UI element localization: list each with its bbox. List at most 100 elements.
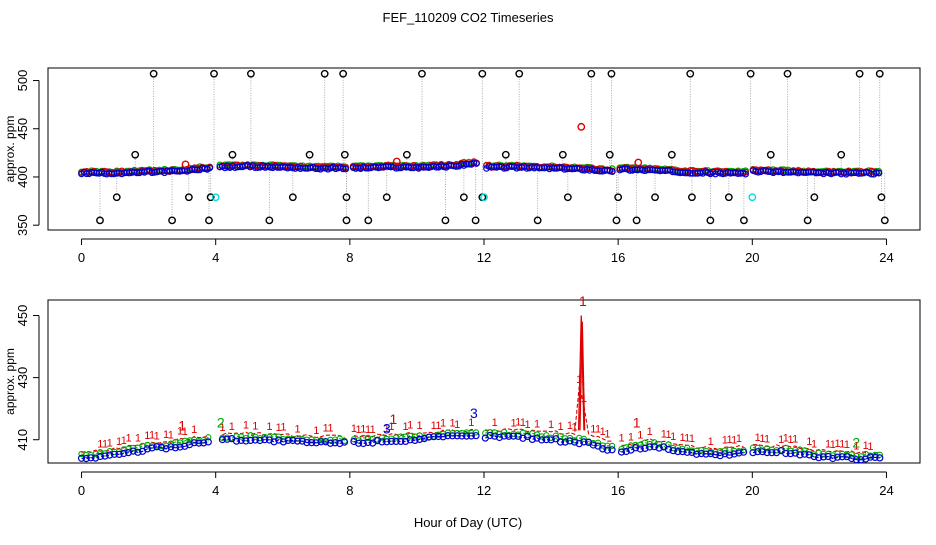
series-3-marker [725, 451, 734, 459]
top-x-tick-label: 8 [346, 250, 353, 265]
top-y-axis: 350 400 450 500 [15, 70, 40, 236]
series-3-marker [829, 454, 837, 463]
bottom-x-tick-label: 12 [477, 483, 491, 498]
series-1-glyph: 1 [431, 420, 437, 432]
series-1-glyph: 1 [684, 433, 690, 445]
top-outlier-point [533, 216, 542, 225]
top-outlier-point [205, 216, 213, 225]
top-outlier-point [112, 193, 121, 202]
top-outlier-point [837, 150, 846, 159]
series-3-marker [434, 432, 442, 441]
top-outliers [96, 69, 889, 225]
series-3-marker [270, 438, 278, 446]
series-1-glyph: 1 [853, 441, 859, 453]
bottom-plot-frame [47, 299, 921, 464]
top-outlier-point [342, 216, 351, 225]
bottom-x-axis: 0 4 8 12 16 20 24 [78, 471, 894, 498]
top-outlier-point [228, 150, 237, 159]
series-3-marker [862, 455, 870, 463]
series-1-glyph: 1 [191, 424, 197, 436]
series-1-glyph: 1 [834, 438, 840, 450]
top-outlier-point [339, 69, 348, 78]
series-3-marker [204, 438, 212, 446]
series-1-glyph: 1 [97, 438, 103, 450]
top-x-tick-label: 4 [212, 250, 219, 265]
series-2-line [752, 447, 880, 457]
bottom-x-tick-label: 0 [78, 483, 85, 498]
series-1-glyph: 1 [863, 440, 869, 452]
series-3-marker [326, 439, 334, 447]
chart-title: FEF_110209 CO2 Timeseries [383, 10, 554, 25]
series-3-marker [298, 437, 306, 445]
series-1-glyph: 1 [600, 426, 606, 438]
series-3-marker [486, 431, 494, 440]
bottom-y-tick-label: 410 [15, 429, 30, 451]
series-1-glyph: 1 [266, 421, 272, 433]
series-3-marker [167, 443, 175, 451]
series-1-glyph: 1 [449, 417, 455, 429]
bottom-x-tick-label: 16 [611, 483, 625, 498]
top-outlier-point [810, 193, 819, 202]
series-3-marker [599, 445, 607, 453]
top-outlier-point [320, 69, 329, 78]
series-3-marker [711, 451, 720, 459]
top-x-tick-label: 0 [78, 250, 85, 265]
top-outlier-point [265, 216, 274, 225]
series-1-peak-line [577, 315, 585, 431]
top-outlier-point [783, 69, 792, 78]
series-1-glyph: 1 [515, 416, 521, 428]
series-3-marker [707, 450, 715, 458]
top-outlier-point [210, 69, 218, 78]
top-outlier-point [740, 216, 748, 225]
series-1-glyph: 1 [548, 419, 554, 431]
top-outlier-point [563, 193, 572, 202]
series-1-glyph: 1 [252, 421, 258, 433]
top-outlier-point [558, 150, 567, 159]
series-3-marker [308, 439, 316, 447]
top-outlier-point [877, 193, 886, 202]
bottom-y-axis: 410 430 450 [15, 305, 40, 451]
series-1-glyph: 1 [618, 433, 624, 445]
series-1-glyph: 1 [219, 422, 225, 434]
series-1-glyph: 1 [736, 433, 742, 445]
series-3-marker [190, 439, 198, 447]
series-3-marker [631, 444, 640, 452]
series-1-glyph: 1 [867, 441, 873, 453]
top-outlier-point [855, 69, 864, 78]
series-3-marker [124, 449, 133, 457]
series-3-marker [373, 437, 381, 445]
top-outlier-point [803, 216, 812, 225]
series-3-marker [350, 437, 358, 446]
series-3-marker [847, 454, 856, 463]
top-outlier-point [402, 150, 411, 159]
series-3-marker [669, 447, 677, 455]
series-1-glyph: 1 [384, 423, 390, 435]
top-outlier-point [149, 69, 158, 78]
series-3 [77, 431, 884, 464]
series-1-glyph: 1 [731, 435, 737, 447]
series-1-glyph: 1 [280, 422, 286, 434]
top-plot-frame [47, 67, 921, 231]
series-3-marker [265, 436, 273, 444]
bottom-x-tick-label: 8 [346, 483, 353, 498]
series-1-glyph: 1 [567, 420, 573, 432]
series-1-glyph: 1 [407, 420, 413, 432]
top-outlier-point [651, 193, 659, 202]
top-red-point [577, 122, 586, 131]
series-3-marker [176, 443, 184, 451]
series-1-glyph: 1 [830, 439, 836, 451]
top-outlier-point [471, 216, 480, 225]
series-1-glyph: 1 [595, 424, 601, 436]
bottom-y-axis-label: approx. ppm [3, 348, 17, 415]
top-point-blue [206, 164, 214, 172]
top-outlier-point [340, 150, 349, 159]
series-1-glyph: 1 [370, 424, 376, 436]
series-1-glyph: 1 [276, 422, 282, 434]
series-3-marker [575, 440, 583, 448]
top-point-blue [873, 169, 880, 177]
series-3-marker [566, 437, 574, 445]
top-point-blue [608, 168, 616, 176]
top-outlier-point [612, 216, 621, 225]
top-outlier-point [247, 69, 255, 78]
